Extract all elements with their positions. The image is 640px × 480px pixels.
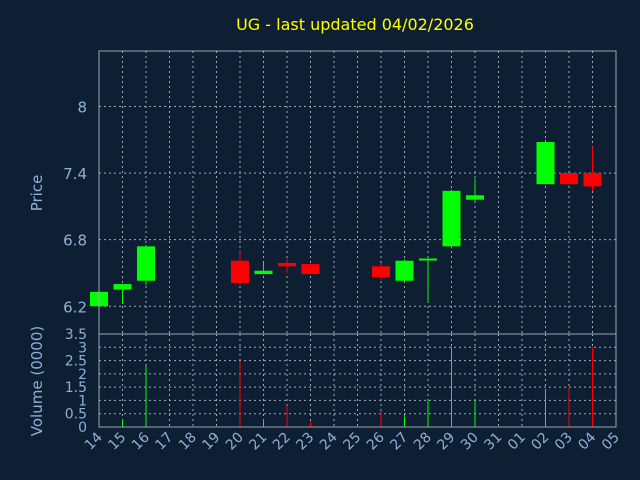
candle-body <box>583 173 602 187</box>
candle <box>113 284 132 305</box>
volume-grid <box>99 334 616 427</box>
volume-axis-label: Volume (0000) <box>28 326 46 436</box>
candle-body <box>442 190 461 247</box>
x-tick-label: 27 <box>387 430 411 454</box>
x-tick-label: 02 <box>528 430 552 454</box>
x-tick-label: 21 <box>246 430 270 454</box>
x-tick-label: 20 <box>223 430 247 454</box>
volume-tick-label: 3.5 <box>65 327 87 343</box>
x-tick-label: 29 <box>434 430 458 454</box>
candle <box>466 178 484 201</box>
candle <box>278 258 296 273</box>
volume-panel-border <box>98 333 617 428</box>
x-tick-label: 26 <box>364 429 388 453</box>
candle <box>419 258 437 302</box>
price-grid <box>99 51 616 334</box>
x-tick-label: 05 <box>599 430 623 454</box>
price-tick-label: 6.8 <box>63 232 87 250</box>
volume-tick-label: 2.5 <box>65 354 87 370</box>
x-tick-label: 16 <box>129 429 153 453</box>
volume-tick-labels: 00.511.522.533.5 <box>65 327 87 436</box>
x-tick-label: 28 <box>411 430 435 454</box>
x-tick-label: 30 <box>458 430 482 454</box>
candle-body <box>419 258 437 261</box>
candle-body <box>278 262 296 267</box>
candle-body <box>560 173 578 185</box>
candle-body <box>395 260 414 281</box>
volume-tick-label: 3 <box>78 340 87 356</box>
x-tick-labels: 14 15 16 17 18 19 20 21 22 23 24 25 26 27 28 29 30 31 01 02… <box>82 429 623 453</box>
volume-tick-label: 0.5 <box>65 407 87 423</box>
price-tick-label: 6.2 <box>63 298 87 316</box>
volume-tick-label: 1 <box>78 393 87 409</box>
x-tick-label: 23 <box>293 430 317 454</box>
candle-body <box>466 195 484 200</box>
candle-body <box>113 284 132 290</box>
x-tick-label: 04 <box>575 429 599 453</box>
candle <box>137 245 155 286</box>
price-axis-label: Price <box>28 175 46 212</box>
x-tick-label: 19 <box>199 430 223 454</box>
candle <box>254 262 273 275</box>
candle-body <box>372 266 390 278</box>
candles <box>90 139 602 307</box>
candle <box>536 139 555 185</box>
price-tick-label: 8 <box>77 98 87 116</box>
price-tick-label: 7.4 <box>63 165 87 183</box>
x-tick-label: 17 <box>152 430 176 454</box>
candle <box>583 146 602 191</box>
volume-bars <box>122 347 593 427</box>
x-tick-label: 24 <box>317 429 341 453</box>
candle-body <box>254 270 273 275</box>
x-tick-label: 15 <box>105 430 129 454</box>
volume-tick-label: 1.5 <box>65 380 87 396</box>
x-tick-label: 01 <box>505 430 529 454</box>
x-tick-label: 25 <box>340 430 364 454</box>
x-axis-label: Day <box>334 459 362 475</box>
x-tick-label: 22 <box>270 430 294 454</box>
x-tick-label: 18 <box>176 430 200 454</box>
chart-title: UG - last updated 04/02/2026 <box>236 15 474 34</box>
candle <box>231 251 249 285</box>
volume-tick-label: 2 <box>78 367 87 383</box>
candle <box>372 262 390 280</box>
candle-body <box>536 142 555 185</box>
x-tick-label: 03 <box>552 430 576 454</box>
candle <box>395 259 414 281</box>
candle-body <box>137 246 155 281</box>
candle-body <box>301 264 320 275</box>
candle <box>560 173 578 185</box>
candle-body <box>231 260 249 283</box>
candle <box>442 189 461 249</box>
x-tick-label: 31 <box>481 430 505 454</box>
volume-tick-label: 0 <box>78 420 87 436</box>
candle <box>301 264 320 275</box>
price-tick-labels: 6.2 6.8 7.4 8 <box>63 98 87 316</box>
